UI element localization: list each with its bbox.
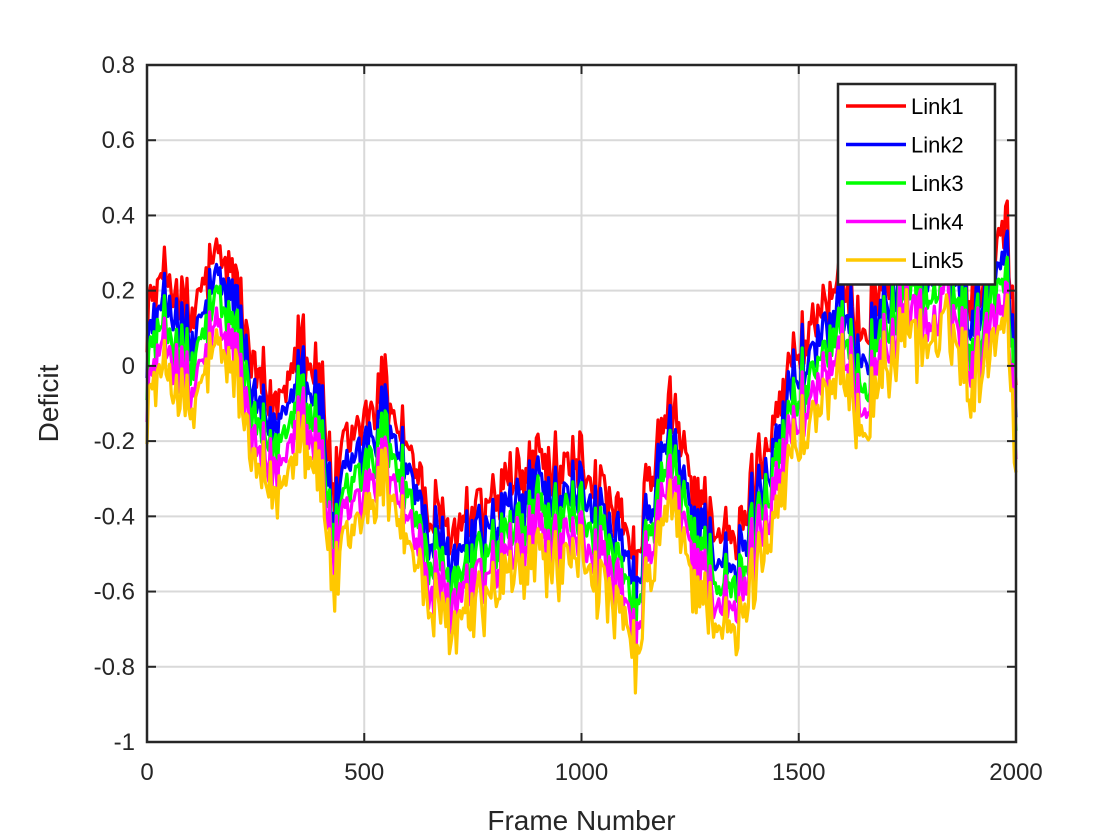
legend-label-link3: Link3 <box>911 171 964 196</box>
y-axis-label: Deficit <box>33 364 64 442</box>
x-tick-label: 0 <box>140 759 153 786</box>
series-line-link5 <box>145 288 1018 695</box>
y-tick-label: -0.4 <box>94 503 135 530</box>
series-line-link1 <box>145 192 1018 603</box>
y-tick-label: 0.2 <box>102 278 135 305</box>
series-lines <box>145 192 1018 695</box>
legend-label-link5: Link5 <box>911 248 964 273</box>
legend-label-link1: Link1 <box>911 94 964 119</box>
x-tick-label: 1500 <box>772 759 825 786</box>
axis-ticks: 0 500 1000 1500 2000 -1 -0.8 -0.6 -0.4 -0.2 0 0.2 0.… <box>94 52 1043 786</box>
y-tick-label: -0.2 <box>94 428 135 455</box>
legend-label-link4: Link4 <box>911 210 964 235</box>
y-tick-label: 0.8 <box>102 52 135 79</box>
y-tick-label: -1 <box>114 729 135 756</box>
y-tick-label: 0.4 <box>102 202 135 229</box>
x-tick-label: 500 <box>344 759 384 786</box>
x-tick-label: 2000 <box>989 759 1042 786</box>
series-line-link3 <box>145 242 1018 651</box>
y-tick-label: -0.6 <box>94 579 135 606</box>
x-axis-label: Frame Number <box>487 805 675 836</box>
y-tick-label: -0.8 <box>94 654 135 681</box>
legend-label-link2: Link2 <box>911 133 964 158</box>
legend: Link1 Link2 Link3 Link4 Link5 <box>836 82 997 286</box>
y-tick-label: 0.6 <box>102 127 135 154</box>
y-tick-label: 0 <box>122 353 135 380</box>
x-tick-label: 1000 <box>555 759 608 786</box>
